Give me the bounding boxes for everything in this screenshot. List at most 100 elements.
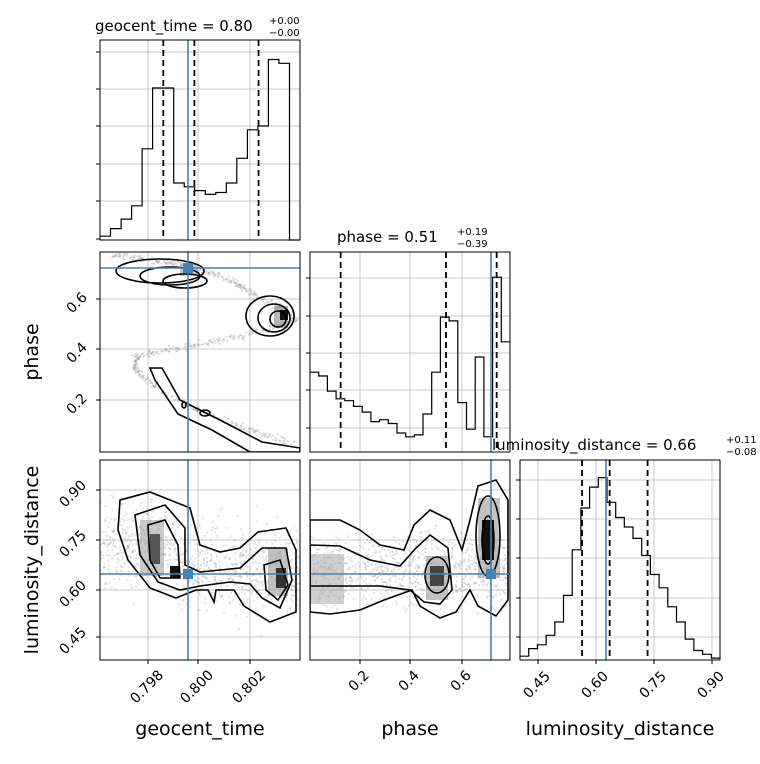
sample-point	[134, 365, 138, 368]
sample-point	[211, 520, 214, 523]
sample-point	[137, 357, 141, 360]
sample-point	[471, 543, 474, 547]
sample-point	[167, 262, 170, 265]
sample-point	[141, 256, 144, 259]
sample-point	[192, 408, 195, 411]
sample-point	[463, 559, 466, 563]
sample-point	[232, 563, 236, 566]
sample-point	[313, 546, 316, 549]
sample-point	[217, 339, 220, 342]
sample-point	[261, 550, 264, 554]
sample-point	[412, 560, 415, 563]
sample-point	[172, 520, 175, 523]
sample-point	[117, 561, 120, 564]
sample-point	[240, 289, 243, 292]
sample-point	[141, 375, 145, 378]
sample-point	[125, 512, 128, 516]
sample-point	[247, 590, 250, 593]
sample-point	[205, 564, 208, 567]
sample-point	[255, 293, 259, 296]
sample-point	[292, 594, 295, 598]
sample-point	[193, 345, 196, 348]
sample-point	[107, 559, 110, 562]
sample-point	[464, 582, 467, 585]
sample-point	[331, 550, 334, 553]
geocent-time-quantile-lines	[162, 40, 260, 240]
sample-point	[160, 262, 163, 266]
sample-point	[234, 282, 238, 285]
sample-point	[372, 569, 375, 572]
sample-point	[120, 503, 123, 506]
sample-point	[163, 514, 166, 517]
sample-point	[214, 566, 217, 569]
sample-point	[137, 370, 140, 373]
sample-point	[247, 289, 250, 292]
sample-point	[473, 581, 476, 584]
sample-point	[315, 548, 318, 551]
sample-point	[133, 367, 136, 370]
sample-point	[206, 343, 209, 346]
sample-point	[350, 579, 353, 583]
sample-point	[344, 562, 348, 565]
sample-point	[372, 544, 376, 547]
sample-point	[192, 344, 195, 347]
sample-point	[103, 541, 106, 544]
sample-point	[278, 440, 281, 443]
sample-point	[250, 581, 253, 585]
sample-point	[260, 635, 263, 638]
sample-point	[323, 552, 326, 555]
sample-point	[256, 329, 259, 332]
sample-point	[476, 565, 479, 568]
sample-point	[215, 534, 218, 537]
sample-point	[241, 554, 244, 557]
sample-point	[219, 579, 222, 583]
sample-point	[138, 373, 141, 376]
sample-point	[119, 524, 123, 527]
sample-point	[412, 558, 415, 561]
sample-point	[415, 565, 418, 568]
sample-point	[239, 283, 242, 286]
sample-point	[232, 579, 235, 582]
sample-point	[245, 556, 248, 559]
sample-point	[262, 330, 265, 333]
sample-point	[133, 356, 136, 359]
sample-point	[450, 549, 453, 552]
sample-point	[419, 583, 422, 586]
sample-point	[232, 279, 235, 282]
sample-point	[462, 577, 465, 580]
sample-point	[208, 344, 211, 347]
sample-point	[289, 607, 292, 610]
sample-point	[191, 554, 194, 558]
sample-point	[377, 545, 380, 548]
sample-point	[242, 533, 245, 537]
sample-point	[405, 607, 408, 611]
sample-point	[168, 547, 171, 550]
sample-point	[178, 603, 182, 606]
sample-point	[263, 296, 266, 300]
sample-point	[260, 435, 263, 438]
sample-point	[388, 578, 391, 581]
sample-point	[264, 531, 267, 534]
sample-point	[128, 574, 131, 577]
sample-point	[343, 590, 346, 593]
sample-point	[146, 377, 149, 380]
sample-point	[237, 426, 240, 429]
sample-point	[210, 529, 213, 532]
sample-point	[199, 565, 202, 568]
sample-point	[239, 604, 242, 607]
sample-point	[131, 551, 134, 554]
sample-point	[415, 585, 418, 588]
sample-point	[284, 437, 287, 440]
sample-point	[196, 543, 200, 546]
sample-point	[216, 527, 219, 530]
sample-point	[394, 580, 397, 583]
sample-point	[380, 592, 383, 595]
sample-point	[366, 555, 369, 558]
sample-point	[154, 384, 157, 387]
sample-point	[252, 427, 255, 430]
sample-point	[367, 548, 371, 551]
sample-point	[492, 584, 495, 587]
sample-point	[454, 543, 457, 546]
sample-point	[133, 564, 137, 568]
sample-point	[237, 279, 240, 282]
